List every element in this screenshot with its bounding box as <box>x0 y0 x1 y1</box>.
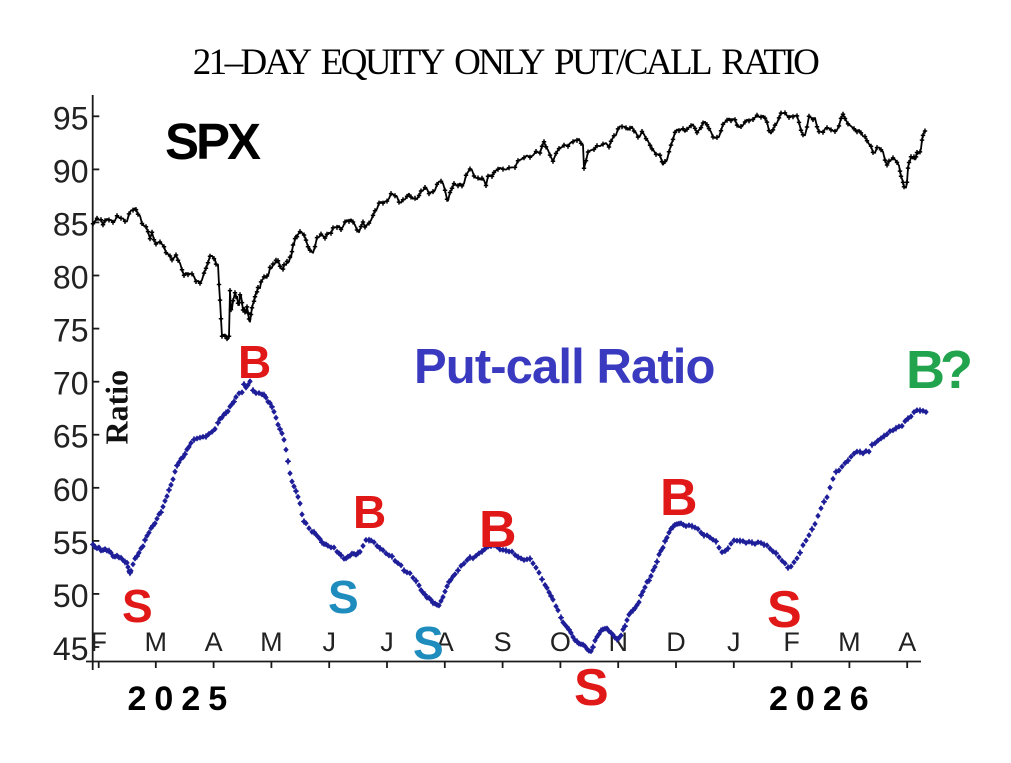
svg-text:F: F <box>783 627 800 657</box>
svg-text:M: M <box>145 627 168 657</box>
svg-text:M: M <box>838 627 861 657</box>
svg-text:55: 55 <box>53 525 89 561</box>
svg-text:2025: 2025 <box>128 680 236 718</box>
svg-text:Put-call Ratio: Put-call Ratio <box>414 340 715 394</box>
svg-text:J: J <box>380 627 394 657</box>
svg-text:65: 65 <box>53 419 89 455</box>
svg-text:D: D <box>666 627 686 657</box>
svg-text:80: 80 <box>53 260 89 296</box>
svg-text:A: A <box>898 627 916 657</box>
svg-text:S: S <box>413 617 444 669</box>
svg-text:60: 60 <box>53 472 89 508</box>
svg-text:M: M <box>260 627 283 657</box>
svg-text:95: 95 <box>53 100 89 136</box>
svg-text:50: 50 <box>53 578 89 614</box>
svg-text:Ratio: Ratio <box>99 370 135 445</box>
svg-text:O: O <box>550 627 571 657</box>
svg-text:A: A <box>205 627 223 657</box>
svg-text:B: B <box>660 469 698 527</box>
svg-text:S: S <box>122 580 153 632</box>
svg-text:SPX: SPX <box>165 113 261 170</box>
svg-text:A: A <box>436 627 454 657</box>
svg-text:S: S <box>574 659 609 717</box>
svg-text:J: J <box>727 627 741 657</box>
svg-text:2026: 2026 <box>769 680 877 718</box>
svg-text:B?: B? <box>906 340 970 400</box>
svg-text:B: B <box>238 336 271 388</box>
svg-text:70: 70 <box>53 366 89 402</box>
svg-text:85: 85 <box>53 206 89 242</box>
svg-text:B: B <box>479 501 517 559</box>
svg-text:75: 75 <box>53 313 89 349</box>
svg-text:90: 90 <box>53 153 89 189</box>
svg-text:J: J <box>322 627 336 657</box>
svg-text:S: S <box>494 627 512 657</box>
svg-text:45: 45 <box>53 631 89 667</box>
svg-text:F: F <box>90 627 107 657</box>
svg-text:S: S <box>328 571 359 623</box>
svg-text:B: B <box>353 486 386 538</box>
svg-text:21–DAY EQUITY ONLY PUT/CALL RA: 21–DAY EQUITY ONLY PUT/CALL RATIO <box>193 42 819 83</box>
svg-text:S: S <box>767 581 802 639</box>
